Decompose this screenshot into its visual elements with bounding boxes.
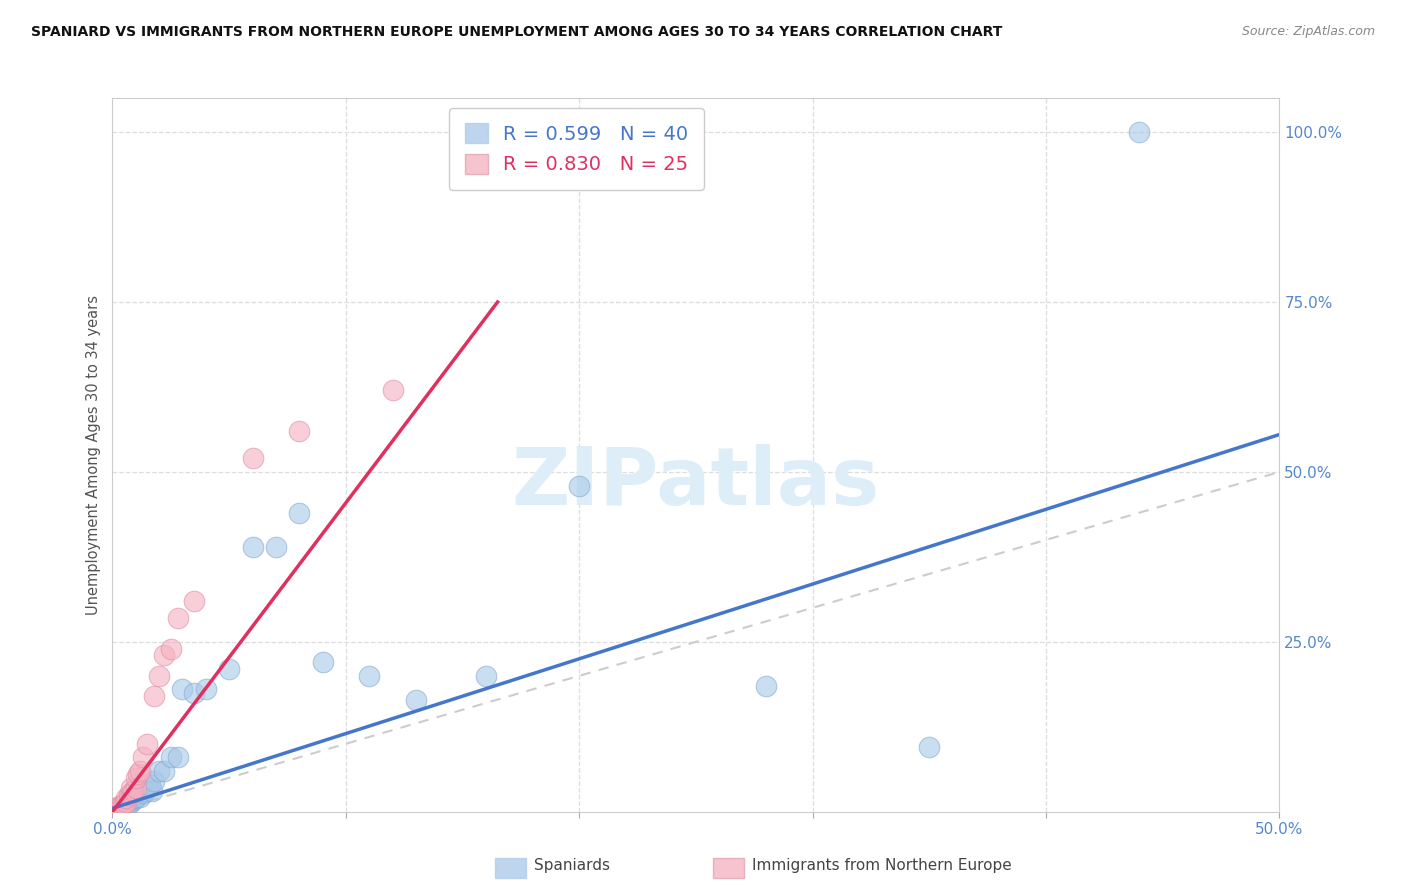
Point <box>153 648 176 663</box>
Point <box>475 669 498 683</box>
Point <box>122 792 145 806</box>
Point <box>160 641 183 656</box>
Point <box>105 801 128 815</box>
Point <box>120 792 142 806</box>
Point <box>918 740 941 755</box>
Point <box>148 669 170 683</box>
Point <box>172 682 194 697</box>
Point <box>359 669 381 683</box>
Point <box>264 540 287 554</box>
Point <box>288 506 311 520</box>
Point <box>381 384 404 398</box>
Point <box>143 774 166 789</box>
Point <box>118 797 141 811</box>
Point <box>132 786 155 800</box>
Point <box>111 797 134 812</box>
Point <box>127 788 149 802</box>
Text: Source: ZipAtlas.com: Source: ZipAtlas.com <box>1241 25 1375 38</box>
Point <box>311 655 333 669</box>
Point <box>112 797 135 811</box>
Y-axis label: Unemployment Among Ages 30 to 34 years: Unemployment Among Ages 30 to 34 years <box>86 295 101 615</box>
Point <box>112 797 135 812</box>
Point <box>139 778 162 792</box>
Point <box>134 784 156 798</box>
Point <box>118 788 141 802</box>
Point <box>242 451 264 466</box>
Point <box>166 750 188 764</box>
Point <box>405 692 427 706</box>
Point <box>112 797 135 811</box>
Point <box>127 767 149 781</box>
Point <box>288 424 311 438</box>
Point <box>105 801 128 815</box>
Point <box>194 682 217 697</box>
Point <box>153 764 176 778</box>
Point <box>125 780 148 795</box>
Point <box>115 797 138 812</box>
Point <box>108 801 131 815</box>
Point <box>160 750 183 764</box>
Point <box>115 795 138 809</box>
Point <box>143 689 166 703</box>
Legend: R = 0.599   N = 40, R = 0.830   N = 25: R = 0.599 N = 40, R = 0.830 N = 25 <box>449 108 704 190</box>
Point <box>183 686 205 700</box>
Point <box>218 662 240 676</box>
Point <box>120 795 142 809</box>
Point <box>115 791 138 805</box>
Point <box>118 795 141 809</box>
Point <box>125 791 148 805</box>
Point <box>1128 125 1150 139</box>
Point <box>108 799 131 814</box>
Point <box>132 750 155 764</box>
Point <box>141 784 163 798</box>
Point <box>568 478 591 492</box>
Point <box>125 771 148 785</box>
Point <box>136 780 159 795</box>
Point <box>129 789 152 804</box>
Point <box>242 540 264 554</box>
Point <box>120 780 142 795</box>
Text: Immigrants from Northern Europe: Immigrants from Northern Europe <box>752 858 1012 873</box>
Text: SPANIARD VS IMMIGRANTS FROM NORTHERN EUROPE UNEMPLOYMENT AMONG AGES 30 TO 34 YEA: SPANIARD VS IMMIGRANTS FROM NORTHERN EUR… <box>31 25 1002 39</box>
Point <box>166 611 188 625</box>
Point <box>183 594 205 608</box>
Point <box>111 799 134 814</box>
Point <box>122 784 145 798</box>
Point <box>129 764 152 778</box>
Point <box>120 786 142 800</box>
Point <box>755 679 778 693</box>
Point <box>148 764 170 778</box>
Point <box>136 737 159 751</box>
Text: Spaniards: Spaniards <box>534 858 610 873</box>
Point <box>125 789 148 804</box>
Text: ZIPatlas: ZIPatlas <box>512 444 880 523</box>
